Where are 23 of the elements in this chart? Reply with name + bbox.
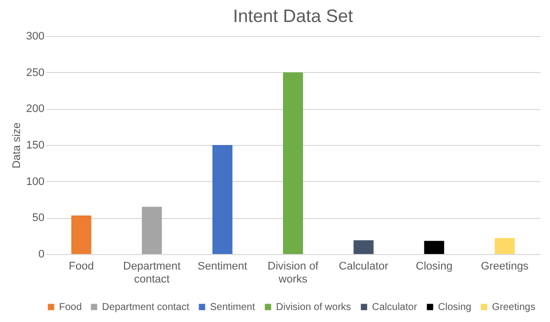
y-tick-label: 200 [26, 103, 44, 116]
x-tick-label: Calculator [338, 260, 389, 272]
y-tick-label: 300 [26, 30, 44, 42]
y-tick-label: 100 [26, 176, 44, 188]
x-tick-label: Closing [416, 260, 452, 272]
legend-label: Sentiment [210, 302, 256, 313]
y-tick-label: 0 [38, 248, 44, 260]
y-tick-label: 250 [26, 66, 44, 79]
legend-label: Calculator [372, 302, 418, 313]
x-tick-label: Sentiment [198, 260, 248, 272]
legend-label: Food [59, 302, 82, 313]
chart-title: Intent Data Set [232, 6, 354, 26]
legend-label: Division of works [276, 302, 352, 313]
x-tick-label: Department contact [123, 260, 181, 286]
x-tick-label: Food [68, 260, 94, 272]
y-tick-label: 50 [32, 212, 44, 224]
x-tick-label: Division of works [268, 260, 320, 286]
legend-label: Department contact [102, 302, 190, 313]
x-tick-label: Greetings [480, 260, 530, 272]
y-tick-label: 150 [26, 140, 44, 152]
y-axis-title: Data size [11, 122, 24, 168]
legend-label: Closing [438, 302, 472, 313]
legend-label: Greetings [492, 302, 536, 313]
